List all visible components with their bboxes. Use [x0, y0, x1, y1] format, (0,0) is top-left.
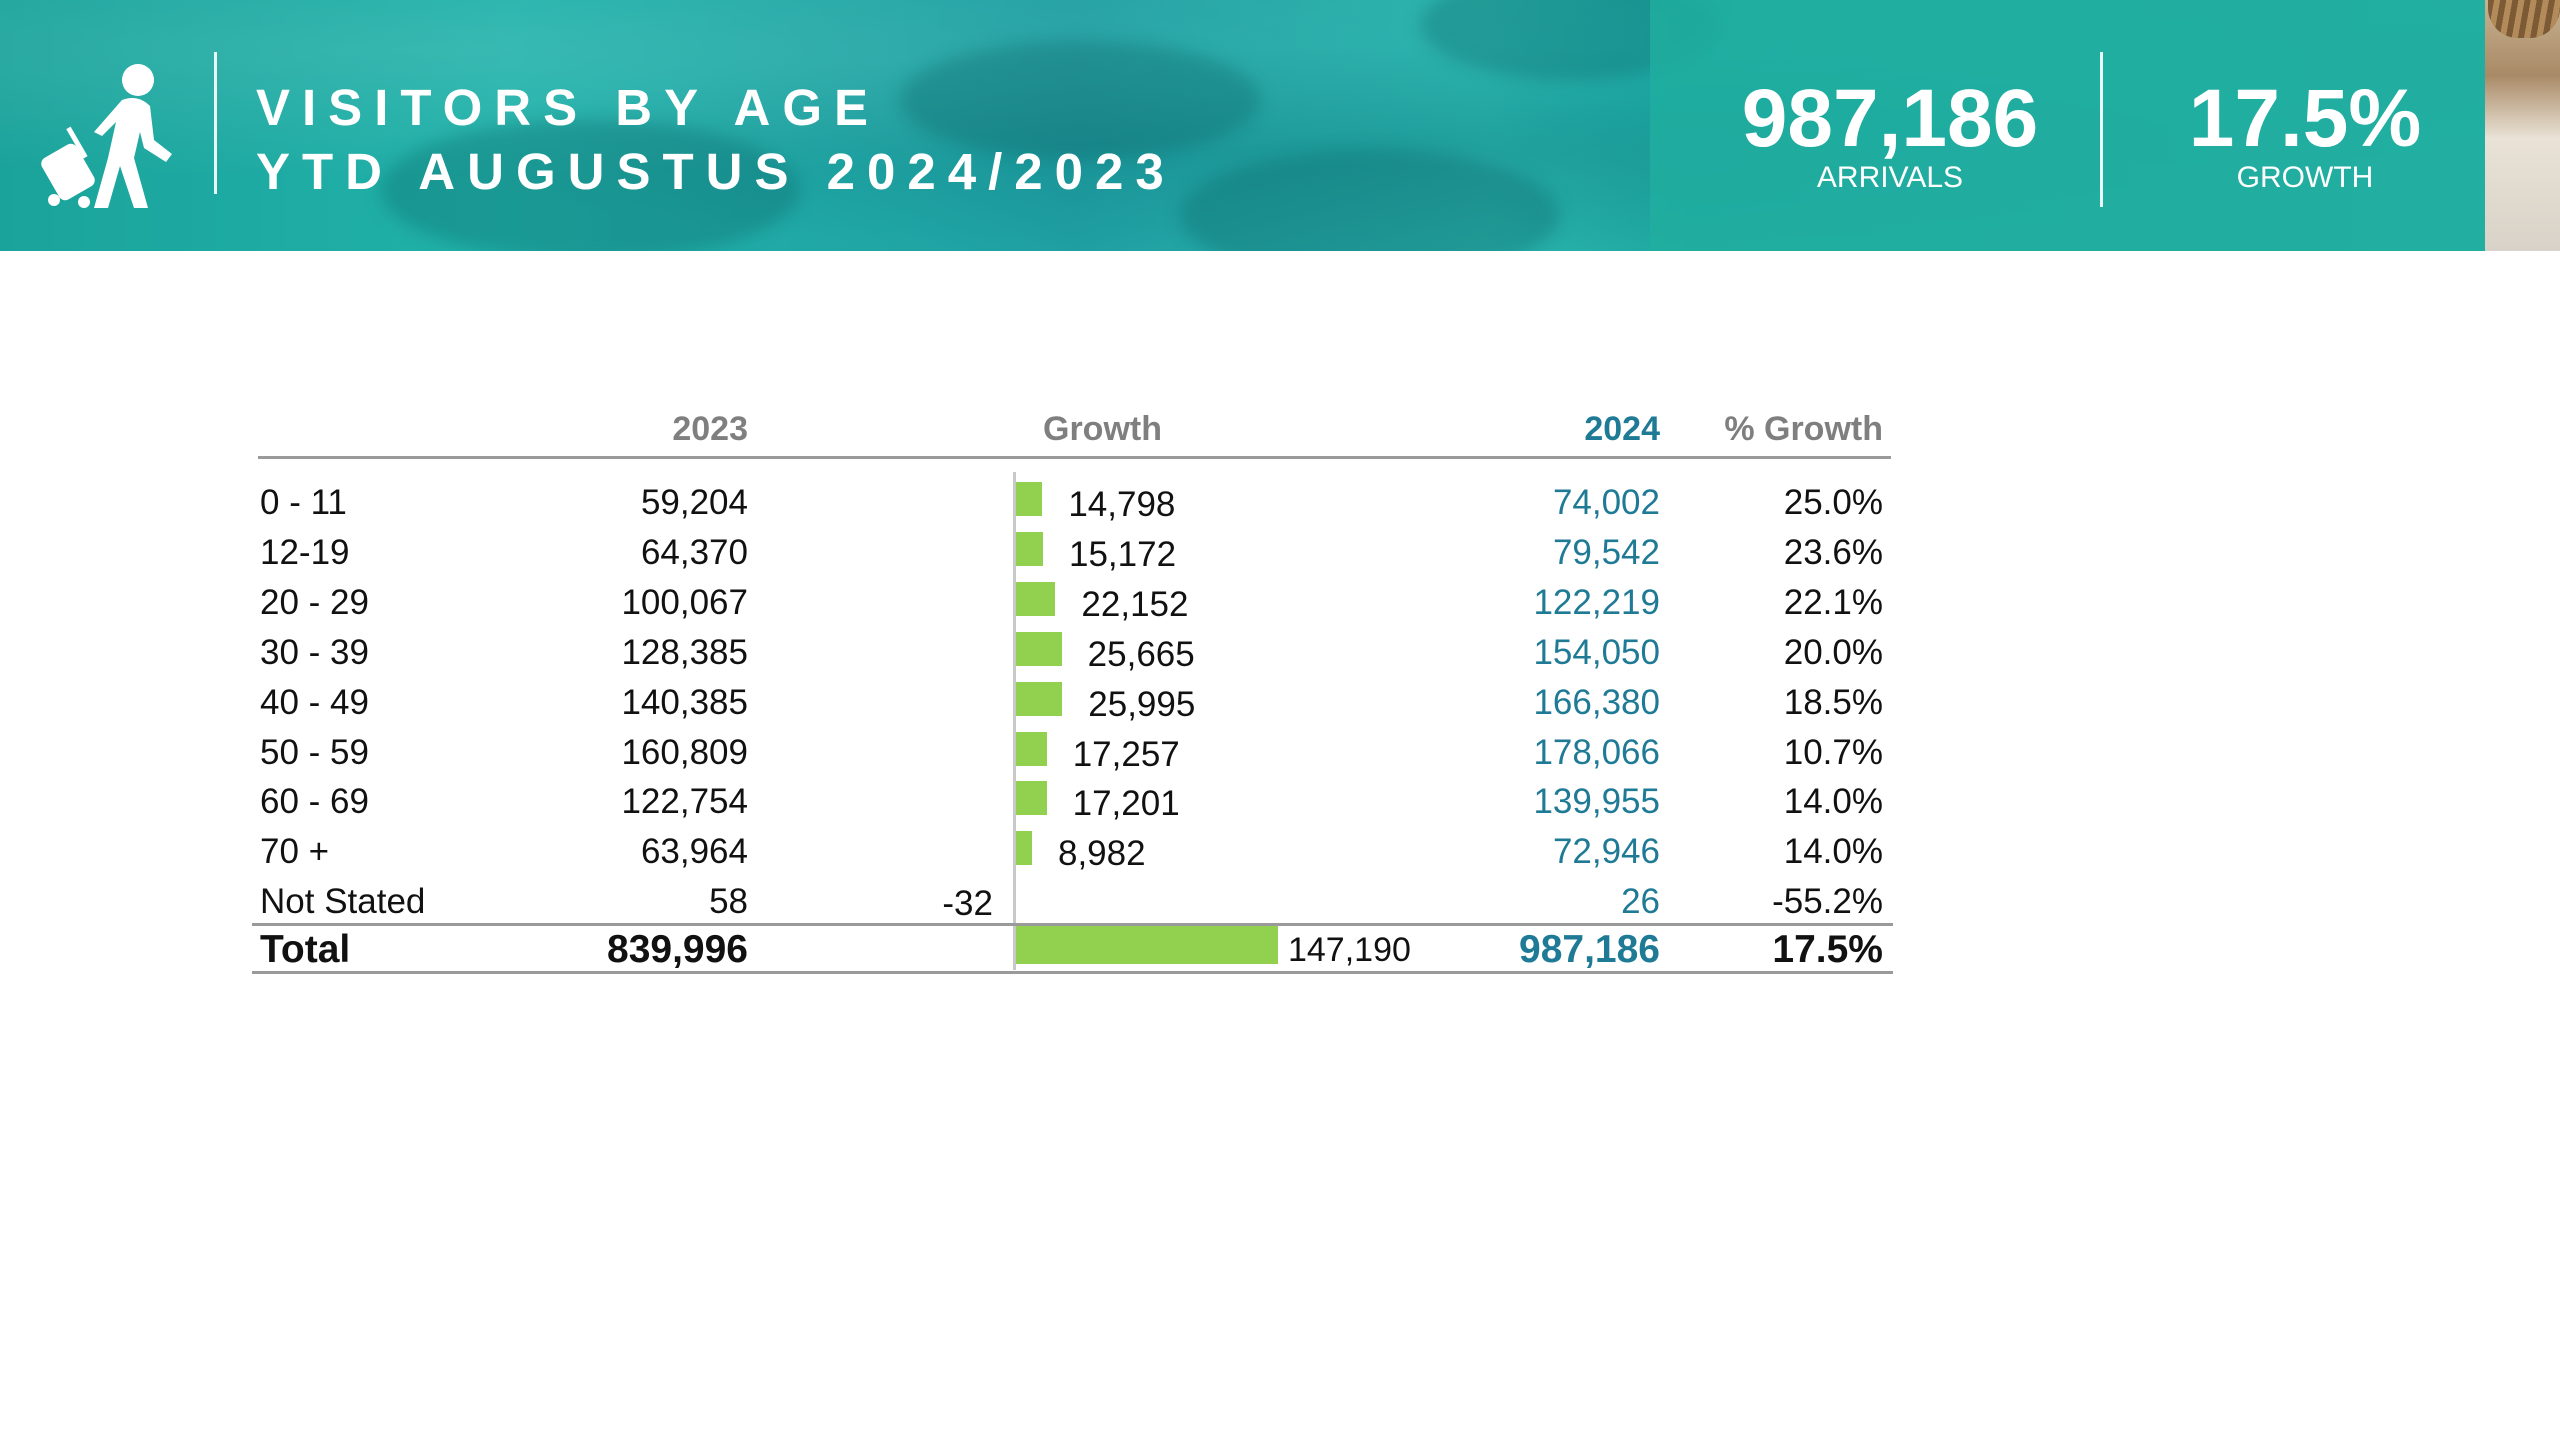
pct-growth: 20.0%: [1783, 632, 1883, 672]
reef-texture: [1180, 150, 1560, 251]
stats-panel: [1650, 0, 2485, 251]
reef-texture: [380, 120, 800, 251]
pct-growth: 10.7%: [1783, 732, 1883, 772]
value-2024: 154,050: [1533, 632, 1660, 672]
growth-value: 25,665: [1087, 634, 1195, 674]
row-label: 40 - 49: [260, 682, 369, 722]
total-2023: 839,996: [607, 928, 748, 971]
row-label: 12-19: [260, 532, 350, 572]
growth-value: 25,995: [1088, 684, 1196, 724]
total-label: Total: [260, 928, 351, 971]
row-label: 60 - 69: [260, 782, 369, 822]
pct-growth: 22.1%: [1783, 582, 1883, 622]
page-subtitle: YTD AUGUSTUS 2024/2023: [256, 143, 1176, 200]
growth-bar: [1016, 631, 1062, 666]
row-label: 50 - 59: [260, 732, 369, 772]
total-bottom-rule: [252, 971, 1893, 974]
pct-growth: 25.0%: [1783, 483, 1883, 522]
column-header-growth: Growth: [1043, 410, 1162, 448]
growth-bar: [1016, 581, 1056, 616]
value-2024: 74,002: [1552, 483, 1660, 522]
growth-value: -32: [942, 884, 993, 924]
growth-value: 17,201: [1072, 784, 1180, 824]
pct-growth: 23.6%: [1783, 532, 1883, 572]
value-2024: 122,219: [1533, 582, 1660, 622]
row-label: 30 - 39: [260, 632, 369, 672]
value-2024: 139,955: [1533, 782, 1660, 822]
header-rule: [258, 456, 1891, 459]
value-2023: 140,385: [621, 682, 748, 722]
column-header-2024: 2024: [1584, 410, 1660, 448]
header-divider: [214, 52, 217, 194]
row-label: 20 - 29: [260, 582, 369, 622]
header-banner: VISITORS BY AGE YTD AUGUSTUS 2024/2023 9…: [0, 0, 2560, 251]
value-2024: 178,066: [1533, 732, 1660, 772]
total-growth-value: 147,190: [1287, 931, 1411, 969]
pct-growth: 18.5%: [1783, 682, 1883, 722]
umbrella-decoration: [2488, 0, 2560, 38]
row-label: Not Stated: [260, 882, 426, 922]
value-2024: 166,380: [1533, 682, 1660, 722]
growth-bar: [1016, 681, 1063, 716]
growth-bar: [1016, 781, 1047, 816]
pct-growth: -55.2%: [1772, 882, 1883, 922]
pct-growth: 14.0%: [1783, 832, 1883, 872]
growth-value: 14,798: [1068, 485, 1176, 524]
growth-value: 17.5%: [2188, 73, 2422, 164]
pct-growth: 14.0%: [1783, 782, 1883, 822]
value-2024: 26: [1621, 882, 1660, 922]
total-2024: 987,186: [1519, 928, 1660, 971]
growth-bar: [1016, 531, 1043, 566]
growth-bar: [1016, 482, 1043, 516]
value-2023: 160,809: [621, 732, 748, 772]
growth-value: 15,172: [1069, 534, 1177, 574]
total-growth-bar: [1016, 926, 1278, 964]
value-2024: 72,946: [1552, 832, 1660, 872]
value-2023: 100,067: [621, 582, 748, 622]
growth-label: GROWTH: [2236, 161, 2374, 194]
arrivals-value: 987,186: [1741, 73, 2039, 164]
value-2024: 79,542: [1552, 532, 1660, 572]
column-header-pct-growth: % Growth: [1724, 410, 1883, 448]
value-2023: 64,370: [640, 532, 748, 572]
growth-value: 8,982: [1057, 834, 1146, 874]
row-label: 0 - 11: [260, 483, 347, 522]
value-2023: 63,964: [640, 832, 748, 872]
arrivals-label: ARRIVALS: [1816, 161, 1964, 194]
beach-photo-strip: [2485, 0, 2560, 251]
growth-bar: [1016, 831, 1032, 866]
column-header-2023: 2023: [672, 410, 748, 448]
stats-divider: [2100, 52, 2103, 207]
row-label: 70 +: [260, 832, 330, 872]
value-2023: 58: [709, 882, 748, 922]
total-top-rule: [252, 923, 1893, 926]
value-2023: 122,754: [621, 782, 748, 822]
growth-value: 22,152: [1081, 584, 1189, 624]
total-pct-growth: 17.5%: [1772, 928, 1883, 971]
page-title: VISITORS BY AGE: [256, 79, 881, 136]
reef-texture: [900, 40, 1260, 160]
growth-axis-line: [1013, 472, 1016, 970]
growth-value: 17,257: [1072, 734, 1180, 774]
value-2023: 59,204: [640, 483, 748, 522]
growth-bar: [1016, 731, 1047, 766]
value-2023: 128,385: [621, 632, 748, 672]
traveler-with-suitcase-icon: [41, 64, 172, 208]
